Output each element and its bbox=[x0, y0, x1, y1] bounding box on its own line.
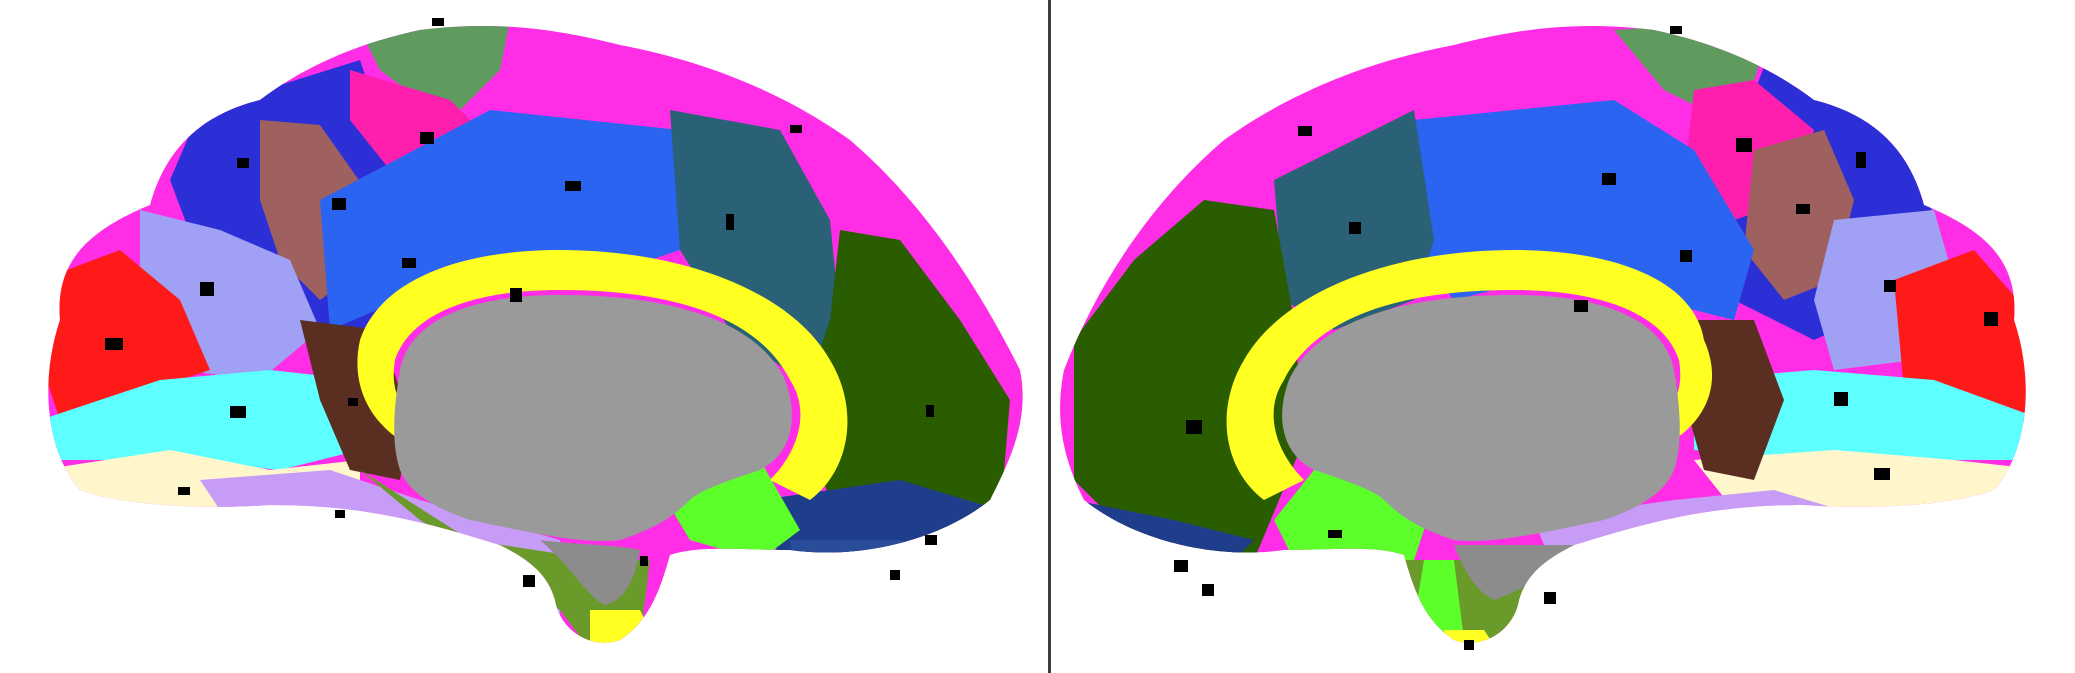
parcel-yellow-cingulate bbox=[1226, 250, 1713, 500]
medial-wall-temporal bbox=[540, 540, 640, 605]
vertex-markers bbox=[1174, 26, 1998, 650]
panel-divider-line bbox=[1048, 0, 1051, 673]
right-hemisphere-view[interactable] bbox=[1054, 0, 2075, 673]
left-hemisphere-view[interactable] bbox=[0, 0, 1044, 673]
medial-wall bbox=[1282, 295, 1680, 541]
parcel-steel-blue bbox=[790, 540, 970, 600]
medial-wall-temporal bbox=[1454, 545, 1574, 600]
vertex-markers bbox=[105, 18, 937, 587]
parcel-red bbox=[48, 250, 210, 420]
parcel-dark-green bbox=[800, 230, 1010, 540]
parcel-sage bbox=[360, 25, 510, 110]
left-hemisphere-surface bbox=[48, 18, 1023, 643]
parcel-cyan bbox=[1694, 370, 2026, 460]
parcel-yellow-temporal-tip bbox=[590, 610, 660, 643]
medial-wall bbox=[394, 295, 792, 541]
parcel-blue bbox=[320, 110, 680, 330]
right-hemisphere-surface bbox=[1060, 25, 2026, 650]
parcel-teal bbox=[670, 110, 840, 380]
panel-divider[interactable] bbox=[1044, 0, 1054, 673]
parcel-yellow-cingulate bbox=[357, 250, 848, 500]
parcel-cyan bbox=[48, 370, 360, 470]
